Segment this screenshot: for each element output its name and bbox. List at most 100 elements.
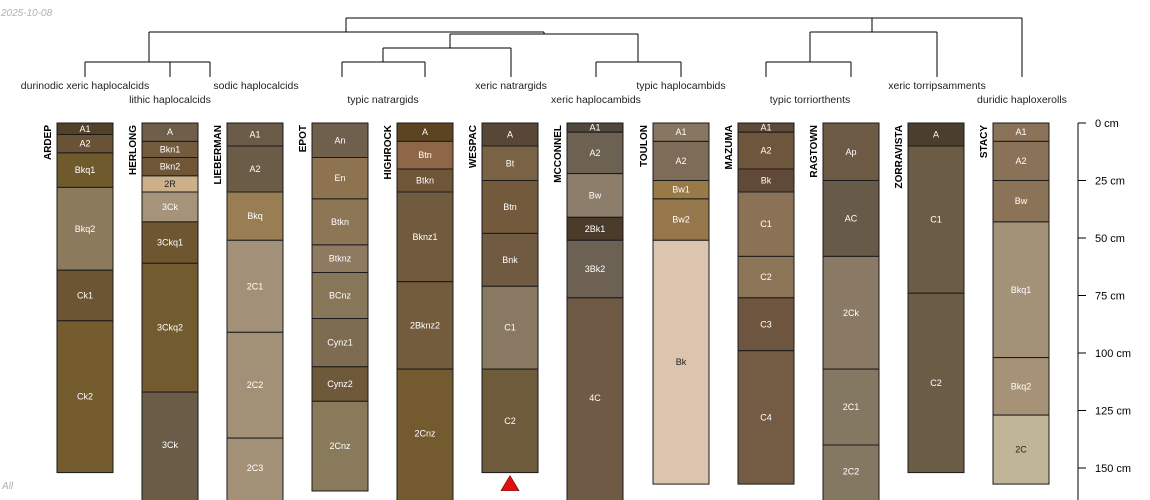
horizon-label: Cynz2: [327, 379, 353, 389]
horizon-label: A1: [79, 124, 90, 134]
horizon-epot-cynz1: [311, 318, 369, 368]
horizon-label: 2C1: [843, 402, 860, 412]
taxon-label-typic-torriorthents: typic torriorthents: [770, 94, 851, 106]
profile-toulon: TOULON A1 A2 Bw1 Bw2 Bk: [639, 122, 710, 485]
taxon-label-sodic-haplocalcids: sodic haplocalcids: [213, 80, 298, 92]
horizon-toulon-bk: [652, 239, 710, 485]
horizon-label: 3Ck: [162, 440, 179, 450]
horizon-label: 2Cnz: [329, 441, 351, 451]
profile-wespac: WESPAC A Bt Btn Bnk C1 C2: [468, 122, 539, 491]
profile-name: MAZUMA: [724, 125, 735, 169]
horizon-label: En: [334, 173, 345, 183]
horizon-mazuma-c2: [737, 255, 795, 299]
profile-stacy: STACY A1 A2 Bw Bkq1 Bkq2 2C: [979, 122, 1050, 485]
horizon-label: Bkq2: [75, 224, 96, 234]
taxon-label-duridic-haploxerolls: duridic haploxerolls: [977, 94, 1067, 106]
horizon-label: Bkn1: [160, 144, 181, 154]
horizon-label: C1: [760, 219, 772, 229]
profile-name: HERLONG: [128, 125, 139, 175]
horizon-label: Bkn2: [160, 162, 181, 172]
horizon-mazuma-c4: [737, 350, 795, 485]
date-stamp: 2025-10-08: [1, 8, 53, 19]
horizon-label: Bk: [761, 176, 772, 186]
horizon-epot-2cnz: [311, 400, 369, 492]
profile-mazuma: MAZUMA A1 A2 Bk C1 C2 C3 C4: [724, 122, 795, 485]
horizon-lieberman-2c3: [226, 437, 284, 500]
horizon-label: 2Cnz: [414, 429, 436, 439]
horizon-toulon-a2: [652, 140, 710, 181]
horizon-mcconnel-4c: [566, 297, 624, 500]
horizon-ardep-bkq2: [56, 186, 114, 271]
footer-note: All: [2, 481, 14, 492]
profile-name: ARDEP: [43, 125, 54, 160]
horizon-label: 4C: [589, 393, 601, 403]
horizon-epot-an: [311, 122, 369, 158]
profile-name: EPOT: [298, 125, 309, 152]
profile-highrock: HIGHROCK A Btn Btkn Bknz1 2Bknz2 2Cnz: [383, 122, 454, 500]
horizon-label: 3Ckq2: [157, 323, 183, 333]
profile-name: LIEBERMAN: [213, 125, 224, 184]
horizon-label: A2: [675, 156, 686, 166]
horizon-label: An: [334, 135, 345, 145]
horizon-label: AC: [845, 213, 858, 223]
horizon-label: A2: [249, 164, 260, 174]
dendrogram: [84, 17, 1023, 77]
horizon-label: 3Ckq1: [157, 238, 183, 248]
horizon-label: C2: [504, 416, 516, 426]
horizon-mcconnel-a2: [566, 131, 624, 175]
horizon-label: C1: [930, 215, 942, 225]
horizon-label: Bw2: [672, 215, 690, 225]
profile-name: WESPAC: [468, 125, 479, 168]
profile-herlong: HERLONG A Bkn1 Bkn2 2R 3Ck 3Ckq1 3Ckq2 3Ck: [128, 122, 199, 500]
horizon-epot-en: [311, 157, 369, 200]
horizon-epot-btkn: [311, 198, 369, 246]
horizon-label: 2C3: [247, 463, 264, 473]
truncation-marker-triangle: [500, 475, 520, 491]
horizon-label: Btkn: [416, 176, 434, 186]
horizon-label: 2Bknz2: [410, 320, 440, 330]
depth-tick-label: 75 cm: [1095, 291, 1125, 303]
horizon-stacy-2c: [992, 414, 1050, 485]
horizon-ragtown-2c1: [822, 368, 880, 446]
soil-profiles: ARDEP A1 A2 Bkq1 Bkq2 Ck1 Ck2 HERLONG A Bkn1 Bkn2 2…: [43, 122, 1050, 500]
horizon-label: Bt: [506, 158, 515, 168]
horizon-lieberman-2c2: [226, 331, 284, 439]
profile-ragtown: RAGTOWN Ap AC 2Ck 2C1 2C2: [809, 122, 880, 500]
horizon-wespac-c1: [481, 285, 539, 370]
taxon-label-xeric-torripsamments: xeric torripsamments: [888, 80, 985, 92]
profile-mcconnel: MCCONNEL A1 A2 Bw 2Bk1 3Bk2 4C: [553, 122, 624, 500]
horizon-mazuma-c1: [737, 191, 795, 257]
taxon-label-lithic-haplocalcids: lithic haplocalcids: [129, 94, 211, 106]
horizon-mazuma-a2: [737, 131, 795, 170]
horizon-label: C3: [760, 319, 772, 329]
horizon-stacy-bkq1: [992, 221, 1050, 359]
horizon-label: A1: [1015, 127, 1026, 137]
horizon-label: 3Bk2: [585, 264, 606, 274]
profile-name: HIGHROCK: [383, 124, 394, 179]
horizon-ragtown-2c2: [822, 444, 880, 500]
horizon-epot-cynz2: [311, 366, 369, 402]
horizon-ardep-ck2: [56, 320, 114, 474]
horizon-label: A: [422, 127, 428, 137]
horizon-label: Cynz1: [327, 338, 353, 348]
horizon-label: Bw1: [672, 185, 690, 195]
horizon-label: Ck2: [77, 392, 93, 402]
horizon-label: Bkq: [247, 211, 263, 221]
horizon-wespac-c2: [481, 368, 539, 474]
horizon-ragtown-ac: [822, 180, 880, 257]
profile-name: TOULON: [639, 125, 650, 167]
horizon-label: BCnz: [329, 291, 352, 301]
horizon-label: Bnk: [502, 255, 518, 265]
horizon-ardep-bkq1: [56, 152, 114, 188]
horizon-label: Btkn: [331, 217, 349, 227]
taxon-label-typic-natrargids: typic natrargids: [347, 94, 418, 106]
taxon-label-xeric-natrargids: xeric natrargids: [475, 80, 547, 92]
profile-lieberman: LIEBERMAN A1 A2 Bkq 2C1 2C2 2C3: [213, 122, 284, 500]
horizon-label: Bkq1: [1011, 285, 1032, 295]
horizon-epot-bcnz: [311, 272, 369, 319]
depth-tick-label: 150 cm: [1095, 463, 1131, 475]
profile-epot: EPOT An En Btkn Btknz BCnz Cynz1 Cynz2 2Cnz: [298, 122, 369, 492]
horizon-label: 2R: [164, 179, 176, 189]
horizon-label: Bw: [589, 190, 602, 200]
horizon-label: 2C2: [843, 467, 860, 477]
